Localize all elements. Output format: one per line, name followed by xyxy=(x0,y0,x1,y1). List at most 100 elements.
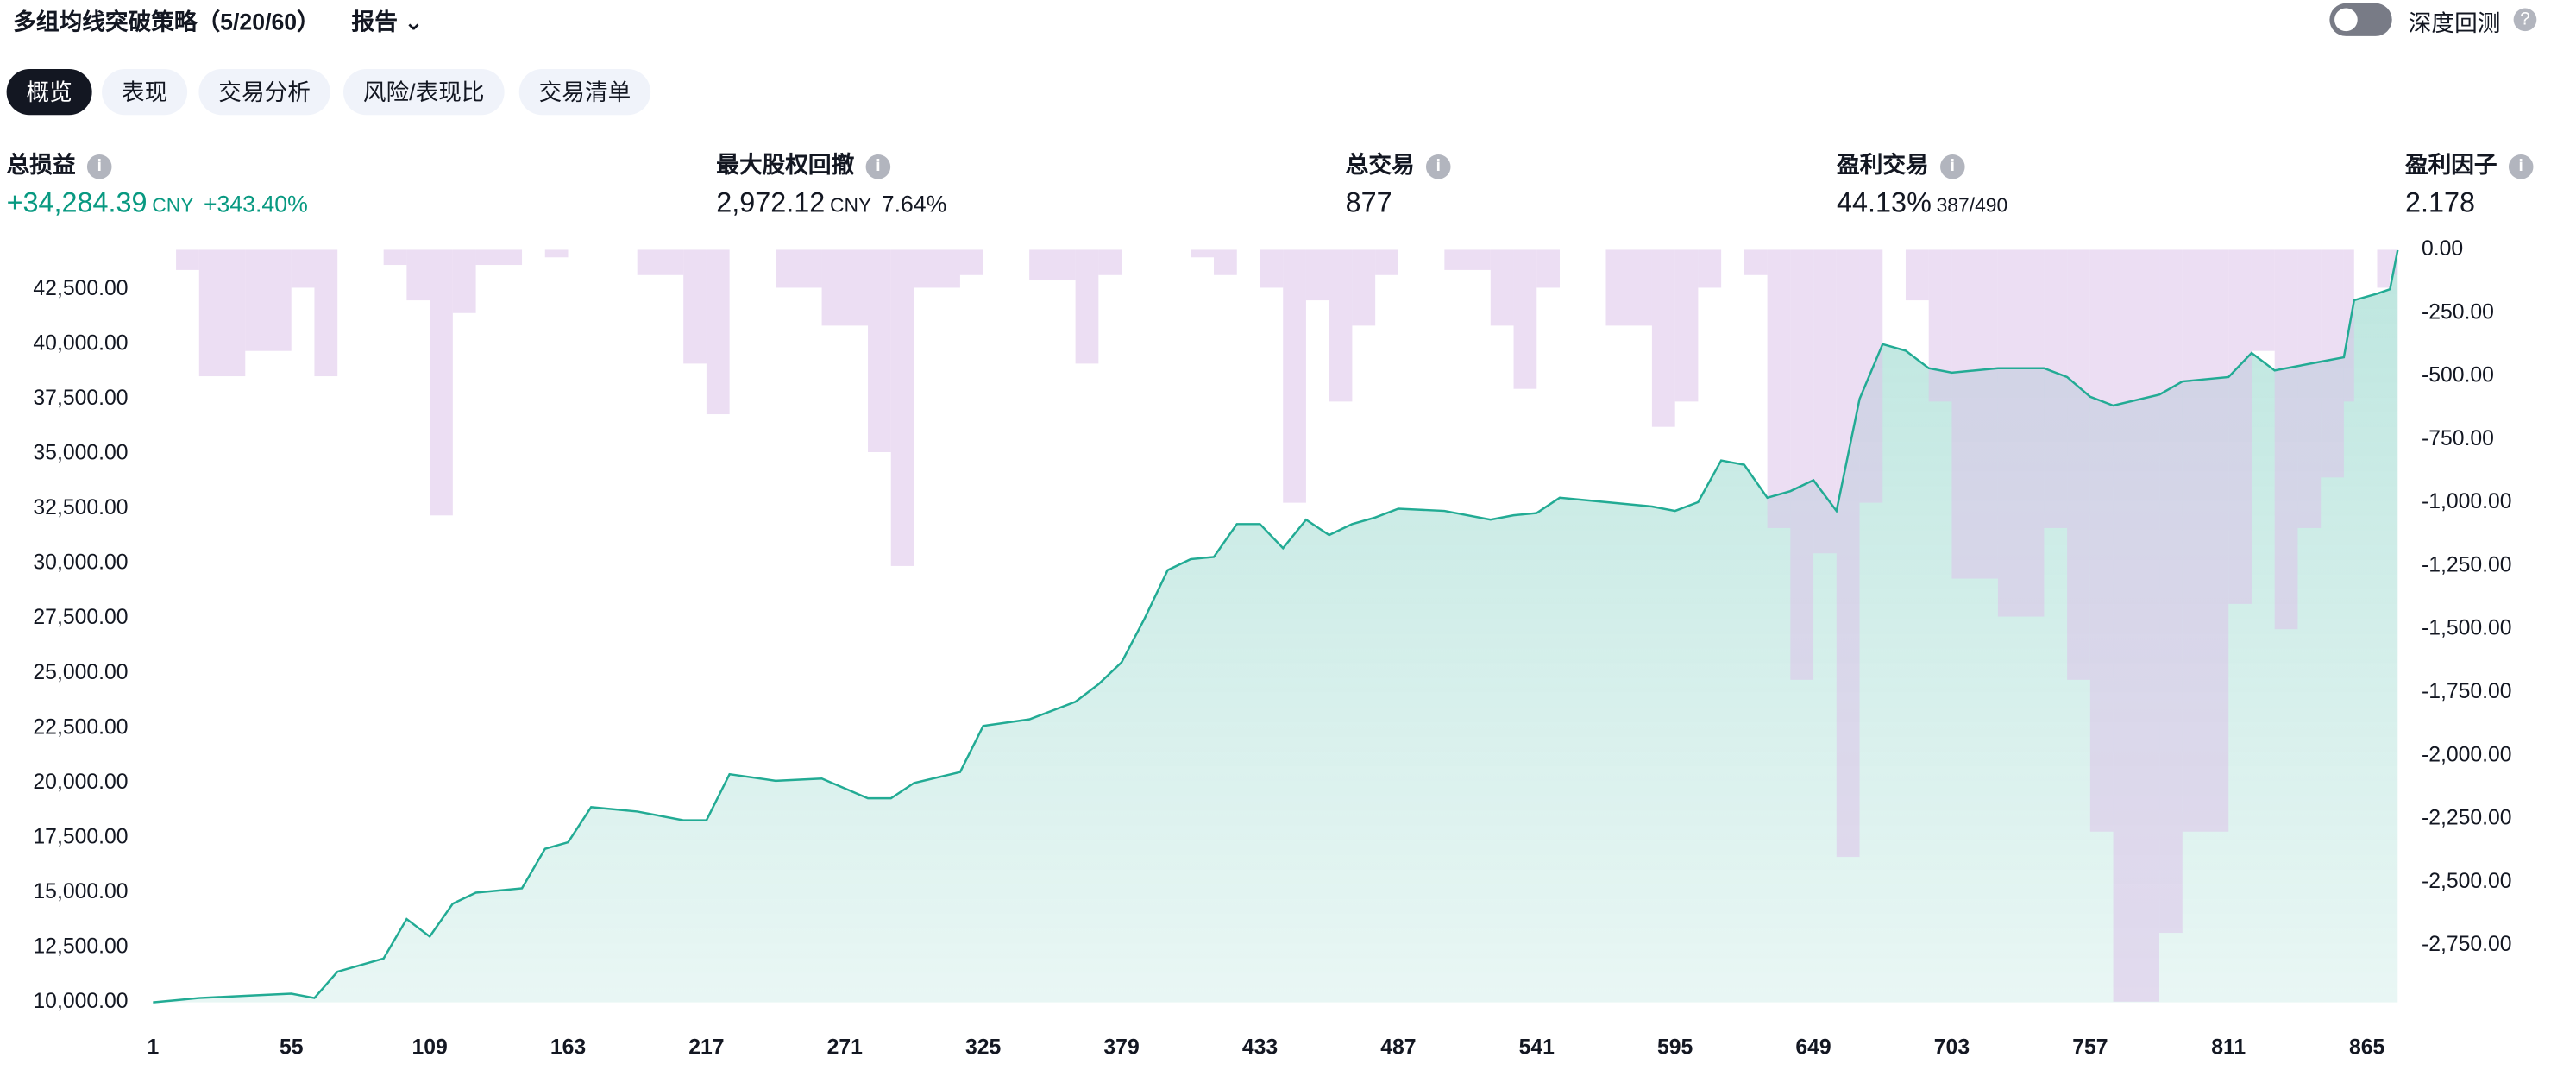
drawdown-bar xyxy=(1859,249,1883,503)
y2-tick-label: -1,750.00 xyxy=(2422,680,2512,703)
x-tick-label: 649 xyxy=(1795,1036,1831,1060)
x-tick-label: 595 xyxy=(1657,1036,1693,1060)
y2-tick-label: -2,750.00 xyxy=(2422,933,2512,956)
x-tick-label: 703 xyxy=(1934,1036,1970,1060)
info-icon[interactable]: i xyxy=(1425,154,1451,179)
y-tick-label: 40,000.00 xyxy=(33,331,128,355)
drawdown-bar xyxy=(2067,249,2090,680)
drawdown-bar xyxy=(821,249,869,326)
metric-label-text: 盈利因子 xyxy=(2404,151,2497,178)
metric-label-text: 总损益 xyxy=(6,151,76,178)
drawdown-bar xyxy=(176,249,199,270)
x-tick-label: 379 xyxy=(1103,1036,1139,1060)
tab[interactable]: 表现 xyxy=(102,68,188,116)
x-tick-label: 487 xyxy=(1380,1036,1416,1060)
drawdown-bar xyxy=(1605,249,1652,326)
y-tick-label: 22,500.00 xyxy=(33,715,128,739)
tab[interactable]: 风险/表现比 xyxy=(343,68,505,116)
metric-label: 盈利因子 i xyxy=(2405,148,2534,180)
drawdown-bar xyxy=(2274,249,2298,630)
tab[interactable]: 交易清单 xyxy=(518,68,651,116)
drawdown-bar xyxy=(1836,249,1860,858)
drawdown-bar xyxy=(2113,249,2160,1002)
drawdown-bar xyxy=(1098,249,1122,275)
tab[interactable]: 交易分析 xyxy=(198,68,330,116)
y-tick-label: 27,500.00 xyxy=(33,606,128,629)
value: 877 xyxy=(1345,187,1392,219)
metric-value: 2.178 xyxy=(2405,187,2475,220)
help-icon[interactable]: ? xyxy=(2513,8,2537,32)
drawdown-bar xyxy=(2228,249,2252,604)
x-tick-label: 163 xyxy=(550,1036,586,1060)
x-tick-label: 811 xyxy=(2211,1036,2246,1060)
metric-label: 最大股权回撤 i xyxy=(716,148,891,180)
drawdown-bar xyxy=(406,249,430,301)
y2-tick-label: -500.00 xyxy=(2422,364,2494,387)
drawdown-bar xyxy=(1260,249,1284,288)
y2-tick-label: -2,500.00 xyxy=(2422,870,2512,893)
drawdown-bar xyxy=(2251,249,2275,351)
y-tick-label: 30,000.00 xyxy=(33,551,128,575)
drawdown-bar xyxy=(1767,249,1791,528)
x-tick-label: 217 xyxy=(688,1036,724,1060)
drawdown-bar xyxy=(2390,249,2398,275)
x-tick-label: 271 xyxy=(827,1036,864,1060)
drawdown-bar xyxy=(1191,249,1215,258)
drawdown-bar xyxy=(1329,249,1353,402)
info-icon[interactable]: i xyxy=(2508,154,2534,179)
y-tick-label: 42,500.00 xyxy=(33,277,128,300)
y-tick-label: 32,500.00 xyxy=(33,496,128,519)
report-menu[interactable]: 报告 ⌄ xyxy=(351,8,424,35)
x-tick-label: 433 xyxy=(1242,1036,1278,1060)
metric-label-text: 盈利交易 xyxy=(1837,151,1929,178)
drawdown-bar xyxy=(1305,249,1329,301)
drawdown-bar xyxy=(1490,249,1514,326)
x-tick-label: 109 xyxy=(412,1036,447,1060)
drawdown-bar xyxy=(914,249,960,288)
info-icon[interactable]: i xyxy=(865,154,891,179)
y2-tick-label: -2,000.00 xyxy=(2422,743,2512,766)
drawdown-bar xyxy=(2159,249,2183,934)
x-tick-label: 865 xyxy=(2349,1036,2385,1060)
deep-backtest-toggle[interactable] xyxy=(2329,3,2392,36)
y-tick-label: 37,500.00 xyxy=(33,387,128,410)
drawdown-bar xyxy=(383,249,407,266)
drawdown-bar xyxy=(1283,249,1306,503)
drawdown-bar xyxy=(1075,249,1099,364)
metric-value: 2,972.12 CNY 7.64% xyxy=(716,187,946,220)
drawdown-bar xyxy=(2182,249,2229,832)
drawdown-bar xyxy=(1744,249,1768,275)
drawdown-bar xyxy=(2297,249,2322,528)
y-tick-label: 17,500.00 xyxy=(33,825,128,848)
drawdown-bar xyxy=(1813,249,1837,554)
metric-label: 盈利交易 i xyxy=(1837,148,1965,180)
drawdown-bar xyxy=(430,249,453,516)
drawdown-bar xyxy=(291,249,315,288)
tab[interactable]: 概览 xyxy=(6,68,92,116)
x-tick-label: 757 xyxy=(2072,1036,2108,1060)
y-tick-label: 10,000.00 xyxy=(33,990,128,1013)
drawdown-bar xyxy=(637,249,684,275)
drawdown-bar xyxy=(868,249,891,452)
drawdown-bar xyxy=(1444,249,1491,270)
info-icon[interactable]: i xyxy=(86,154,112,179)
unit: CNY xyxy=(830,193,872,217)
drawdown-bar xyxy=(314,249,338,377)
ratio: 387/490 xyxy=(1936,193,2008,217)
metric-label-text: 总交易 xyxy=(1345,151,1415,178)
drawdown-bar xyxy=(1790,249,1814,680)
drawdown-bar xyxy=(1698,249,1722,288)
y-tick-label: 15,000.00 xyxy=(33,880,128,903)
drawdown-bar xyxy=(1674,249,1699,402)
metric-label: 总损益 i xyxy=(7,148,112,180)
unit: CNY xyxy=(152,193,194,217)
drawdown-bar xyxy=(776,249,822,288)
drawdown-bar xyxy=(2044,249,2068,528)
metric-value: +34,284.39 CNY +343.40% xyxy=(7,187,308,220)
equity-line xyxy=(153,249,2399,1004)
drawdown-bar xyxy=(1352,249,1376,326)
drawdown-bar xyxy=(1513,249,1537,389)
drawdown-bar xyxy=(959,249,983,275)
info-icon[interactable]: i xyxy=(1940,154,1965,179)
